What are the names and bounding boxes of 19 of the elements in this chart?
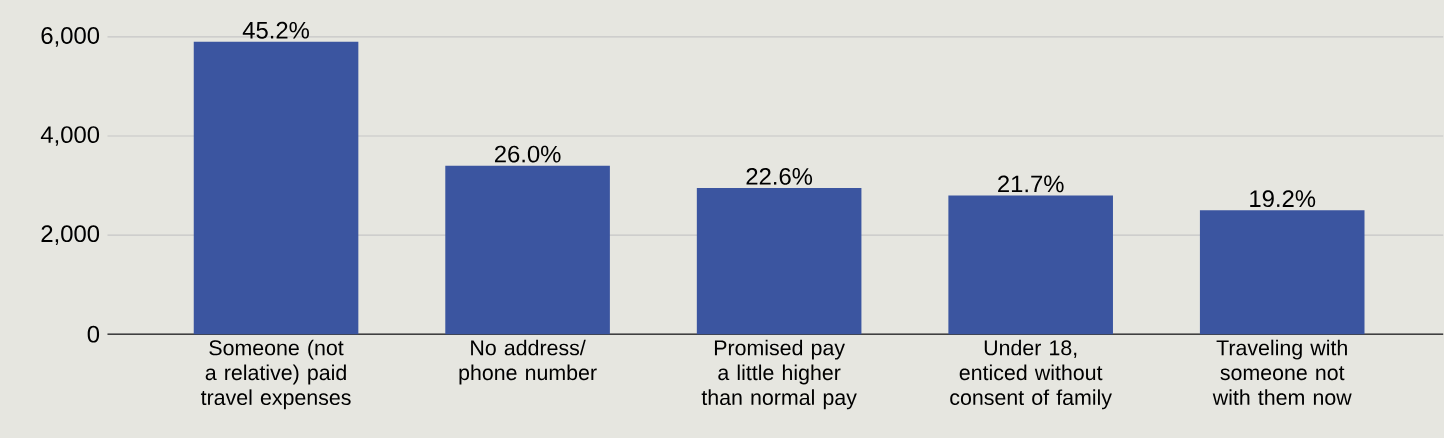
x-tick-label: Under 18, enticed without consent of family [950, 339, 1112, 410]
x-tick-label: Promised pay a little higher than normal pay [701, 339, 857, 410]
annotation: 19.2% [1250, 190, 1316, 208]
x-tick-label: No address/ phone number [459, 339, 597, 385]
y-tick-label: 4,000 [40, 126, 100, 146]
x-tick-label: Someone (not a relative) paid travel expenses [200, 339, 351, 410]
y-tick-label: 6,000 [41, 27, 100, 47]
bar [445, 165, 610, 335]
bar [193, 41, 359, 335]
annotation: 26.0% [494, 145, 561, 163]
bar [948, 195, 1113, 335]
annotation: 22.6% [746, 167, 813, 185]
y-tick-label: 2,000 [41, 225, 100, 245]
x-tick-label: Traveling with someone not with them now [1212, 339, 1352, 406]
annotation: 45.2% [242, 21, 309, 39]
y-tick-label: 0 [87, 325, 100, 343]
bar [696, 188, 862, 335]
annotation: 21.7% [998, 175, 1064, 193]
bar [1199, 210, 1365, 335]
